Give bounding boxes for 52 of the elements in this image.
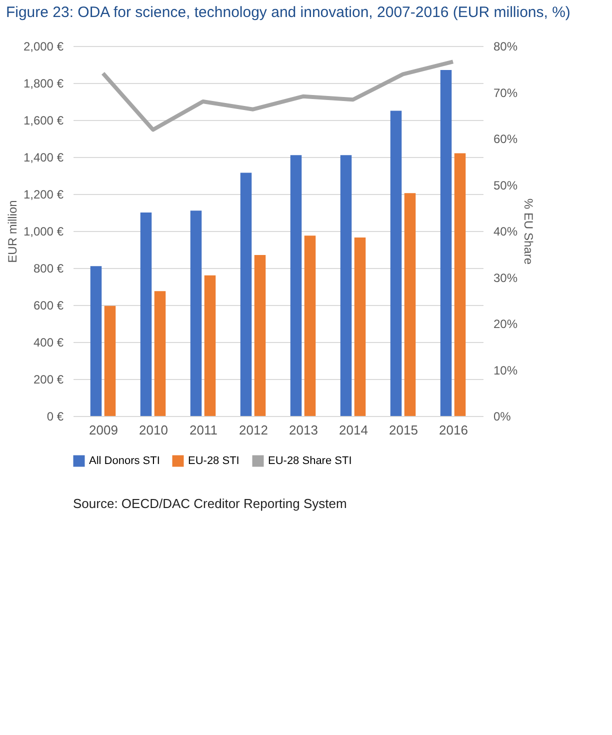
y-tick-label: 2,000 €	[23, 40, 64, 54]
bar	[390, 110, 402, 416]
x-tick-label: 2009	[89, 422, 118, 438]
legend-label: EU-28 STI	[188, 455, 240, 467]
y-tick-label: 1,000 €	[23, 224, 64, 238]
bar	[190, 210, 202, 416]
chart-title: Figure 23: ODA for science, technology and innovation, 2007-2016 (EUR millions, %)	[6, 4, 570, 21]
y-tick-label: 200 €	[33, 372, 64, 386]
x-tick-label: 2011	[190, 422, 218, 438]
bar	[90, 266, 102, 416]
y2-tick-label: 0%	[494, 410, 512, 424]
bar	[354, 237, 366, 416]
x-tick-label: 2013	[289, 422, 318, 438]
y2-tick-label: 80%	[494, 40, 518, 54]
bar	[254, 255, 266, 416]
bar	[454, 153, 466, 416]
legend-label: EU-28 Share STI	[268, 455, 352, 467]
bar	[204, 275, 216, 416]
bar	[240, 172, 252, 416]
bar	[140, 212, 152, 416]
y2-tick-label: 20%	[494, 317, 518, 331]
y2-tick-label: 70%	[494, 86, 518, 100]
y-tick-label: 1,400 €	[23, 150, 64, 164]
y2-axis-title: % EU Share	[522, 198, 536, 265]
y-tick-label: 800 €	[33, 262, 64, 276]
y-tick-label: 1,600 €	[23, 114, 64, 128]
y-axis-title: EUR million	[5, 200, 20, 263]
y-tick-label: 1,200 €	[23, 188, 64, 202]
line-series	[101, 60, 455, 132]
y-tick-label: 400 €	[33, 336, 64, 350]
x-tick-label: 2016	[439, 422, 468, 438]
x-tick-label: 2015	[389, 422, 418, 438]
y2-tick-label: 10%	[494, 363, 518, 378]
x-tick-label: 2012	[239, 422, 268, 438]
y-tick-label: 600 €	[33, 298, 64, 312]
y2-tick-label: 60%	[494, 132, 518, 146]
bar	[290, 155, 302, 416]
y-tick-label: 0 €	[46, 410, 64, 424]
bar	[304, 236, 316, 416]
bar	[154, 291, 166, 416]
y-tick-label: 1,800 €	[23, 76, 64, 90]
y2-tick-label: 40%	[494, 224, 518, 238]
y2-tick-label: 30%	[494, 270, 518, 285]
bar	[404, 193, 416, 416]
bar	[440, 70, 452, 416]
legend-label: All Donors STI	[89, 455, 160, 467]
bar	[104, 306, 116, 416]
source-note: Source: OECD/DAC Creditor Reporting System	[73, 496, 347, 511]
y2-tick-label: 50%	[494, 178, 518, 192]
bar	[340, 155, 352, 416]
x-tick-label: 2010	[139, 422, 168, 438]
x-tick-label: 2014	[339, 422, 368, 438]
